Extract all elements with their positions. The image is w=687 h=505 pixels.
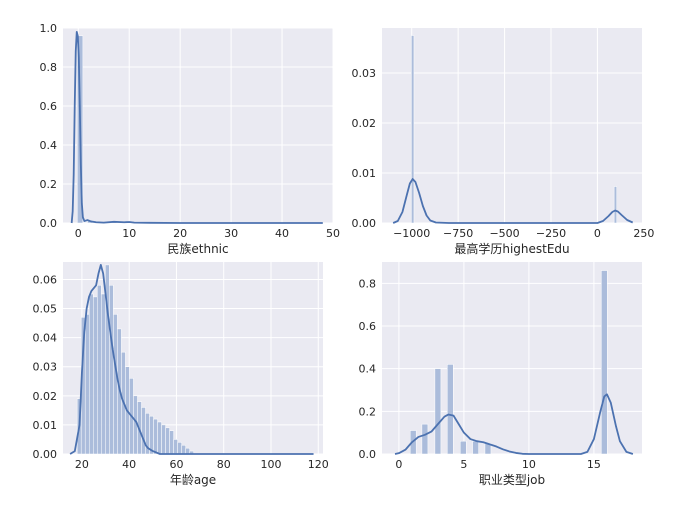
x-tick-label-age: 80 [217, 458, 231, 471]
histogram-bar [460, 440, 467, 455]
kde-line [69, 264, 314, 455]
y-tick-label-age: 0.06 [33, 273, 58, 286]
x-axis-label-age: 年龄age [170, 473, 216, 487]
histogram-bar [157, 421, 162, 455]
chart-panel-job: 0 5 10 15 0.0 0.2 0.4 0.6 0.8 职业类型job [359, 262, 642, 487]
x-tick-label-age: 60 [169, 458, 183, 471]
x-tick-label-age: 100 [261, 458, 282, 471]
histogram-bar [613, 186, 617, 224]
histogram-bar [601, 270, 608, 455]
x-tick-label-ethnic: 40 [275, 227, 289, 240]
plot-area-highestedu [382, 28, 642, 223]
x-axis-label-highestedu: 最高学历highestEdu [454, 241, 569, 256]
x-tick-label-job: 5 [460, 458, 467, 471]
histogram-bar [113, 314, 118, 455]
x-tick-label-age: 40 [122, 458, 136, 471]
x-tick-label-ethnic: 0 [75, 227, 82, 240]
plot-area-ethnic [63, 28, 333, 223]
histogram-bar [109, 285, 114, 455]
histogram-bar [88, 293, 94, 455]
y-tick-label-ethnic: 0.0 [40, 217, 58, 230]
y-tick-label-ethnic: 1.0 [40, 22, 58, 35]
x-tick-label-highestedu: −750 [443, 227, 473, 240]
histogram-bar [93, 296, 98, 455]
y-tick-label-highestedu: 0.01 [352, 167, 377, 180]
x-tick-label-age: 120 [308, 458, 329, 471]
histogram-bar [153, 418, 158, 455]
x-tick-label-job: 10 [522, 458, 536, 471]
histogram-bar [177, 442, 182, 455]
x-tick-label-highestedu: −250 [536, 227, 566, 240]
kde-line [392, 178, 634, 224]
y-tick-label-age: 0.00 [33, 448, 58, 461]
x-tick-label-highestedu: 250 [633, 227, 654, 240]
x-tick-label-job: 0 [395, 458, 402, 471]
histogram-bar [101, 293, 106, 455]
histogram-bar [472, 440, 479, 455]
y-tick-label-age: 0.02 [33, 390, 58, 403]
x-tick-label-age: 20 [75, 458, 89, 471]
x-axis-label-ethnic: 民族ethnic [167, 242, 228, 256]
y-tick-label-ethnic: 0.6 [40, 100, 58, 113]
histogram-bar [97, 285, 102, 455]
x-tick-label-ethnic: 30 [224, 227, 238, 240]
x-tick-label-job: 15 [587, 458, 601, 471]
y-tick-label-highestedu: 0.00 [352, 217, 377, 230]
histogram-bar [181, 445, 186, 455]
histogram-bar [161, 424, 166, 455]
y-tick-label-job: 0.6 [359, 320, 377, 333]
histogram-bar [434, 368, 442, 455]
y-tick-label-job: 0.8 [359, 277, 377, 290]
y-tick-label-ethnic: 0.2 [40, 178, 58, 191]
histogram-bar [411, 35, 415, 224]
kde-line [394, 393, 634, 455]
histogram-bar [173, 439, 178, 455]
y-tick-label-age: 0.05 [33, 303, 58, 316]
histogram-bar [169, 430, 174, 455]
histogram-bar [149, 415, 154, 455]
y-tick-label-highestedu: 0.03 [352, 67, 377, 80]
chart-panel-age: 20 40 60 80 100 120 0.00 0.01 0.02 0.03 0.04 0.05 0.… [33, 262, 329, 487]
histogram-bar [447, 364, 454, 455]
y-tick-label-ethnic: 0.4 [40, 139, 58, 152]
y-tick-label-job: 0.0 [359, 448, 377, 461]
chart-panel-ethnic: 0 10 20 30 40 50 0.0 0.2 0.4 0.6 0.8 1.0 民族ethnic [40, 22, 341, 256]
x-tick-label-highestedu: −1000 [393, 227, 430, 240]
histogram-bar [165, 427, 170, 455]
y-tick-label-age: 0.04 [33, 332, 58, 345]
y-tick-label-ethnic: 0.8 [40, 61, 58, 74]
y-tick-label-job: 0.2 [359, 405, 377, 418]
x-tick-label-ethnic: 20 [173, 227, 187, 240]
x-tick-label-highestedu: 0 [594, 227, 601, 240]
x-tick-label-highestedu: −500 [489, 227, 519, 240]
x-axis-label-job: 职业类型job [479, 473, 545, 487]
chart-panel-highestedu: −1000 −750 −500 −250 0 250 0.00 0.01 0.02 0.03 最高学… [352, 28, 654, 256]
y-tick-label-highestedu: 0.02 [352, 117, 377, 130]
histogram-bar [141, 407, 146, 455]
y-tick-label-age: 0.03 [33, 361, 58, 374]
histogram-bar [84, 314, 90, 455]
histogram-bar [421, 423, 429, 455]
y-tick-label-age: 0.01 [33, 419, 58, 432]
x-tick-label-ethnic: 50 [326, 227, 340, 240]
y-tick-label-job: 0.4 [359, 363, 377, 376]
x-tick-label-ethnic: 10 [122, 227, 136, 240]
kde-line [70, 31, 323, 224]
